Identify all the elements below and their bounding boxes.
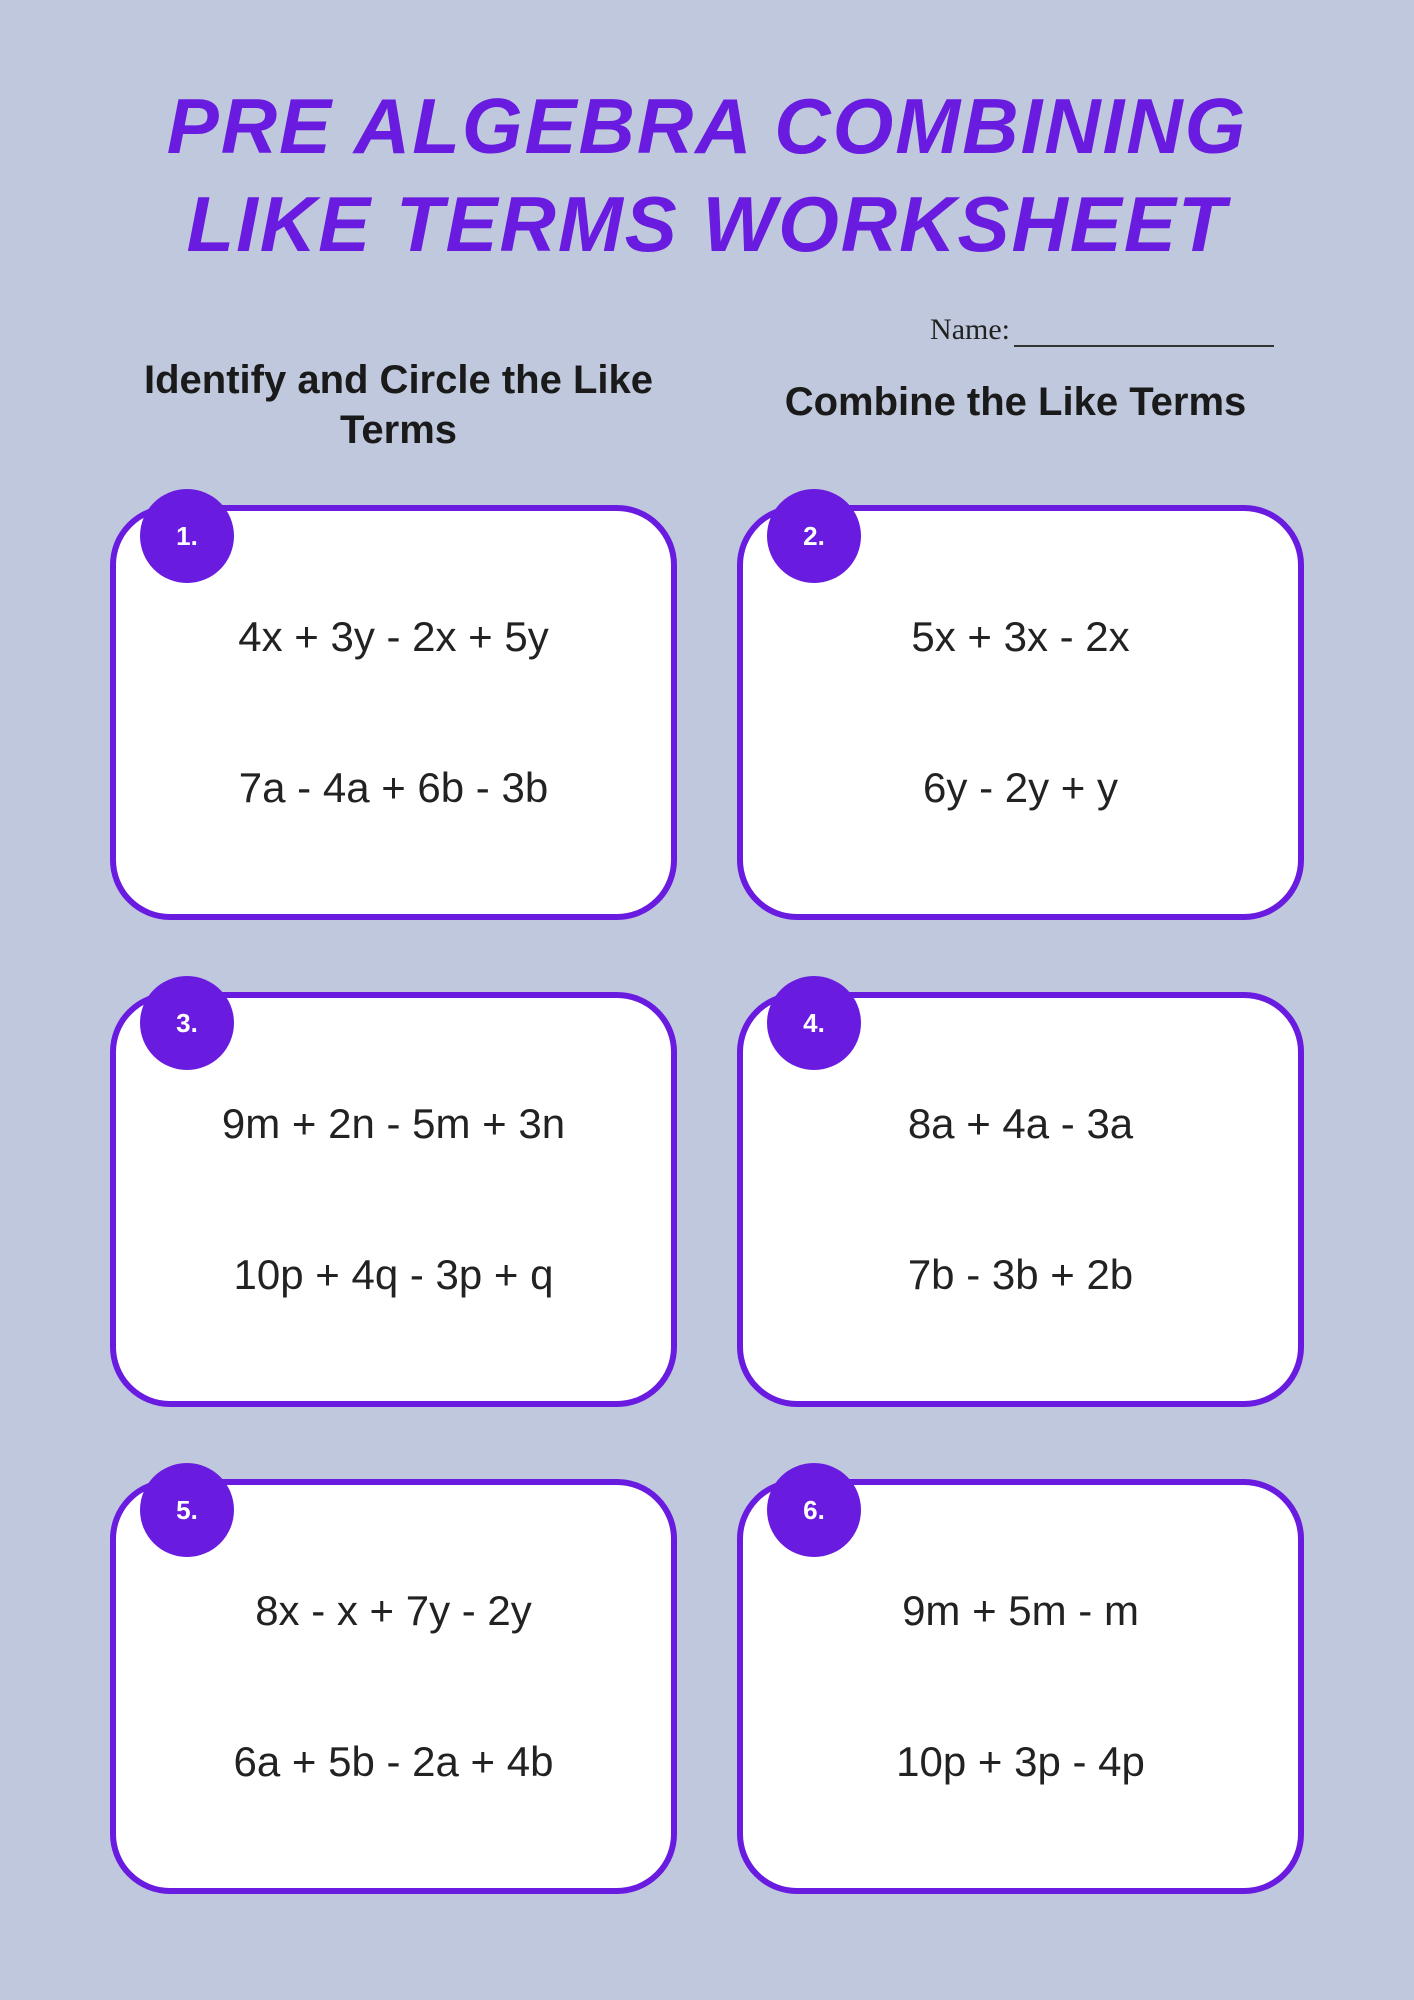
expression: 10p + 4q - 3p + q (234, 1251, 554, 1299)
page-title: PRE ALGEBRA COMBINING LIKE TERMS WORKSHE… (80, 78, 1334, 273)
worksheet-page: PRE ALGEBRA COMBINING LIKE TERMS WORKSHE… (0, 0, 1414, 1974)
card-number-badge: 3. (140, 976, 234, 1070)
card-1: 1. 4x + 3y - 2x + 5y 7a - 4a + 6b - 3b (110, 505, 677, 920)
card-6: 6. 9m + 5m - m 10p + 3p - 4p (737, 1479, 1304, 1894)
expression: 6y - 2y + y (923, 764, 1118, 812)
expression: 10p + 3p - 4p (896, 1738, 1145, 1786)
card-number-badge: 6. (767, 1463, 861, 1557)
expression: 5x + 3x - 2x (911, 613, 1129, 661)
expression: 6a + 5b - 2a + 4b (234, 1738, 554, 1786)
name-blank[interactable] (1014, 320, 1274, 347)
expression: 9m + 5m - m (902, 1587, 1139, 1635)
card-2: 2. 5x + 3x - 2x 6y - 2y + y (737, 505, 1304, 920)
card-number-badge: 4. (767, 976, 861, 1070)
subtitles-row: Identify and Circle the Like Terms Combi… (120, 355, 1294, 455)
name-label: Name: (930, 313, 1010, 346)
expression: 4x + 3y - 2x + 5y (238, 613, 549, 661)
subtitle-left: Identify and Circle the Like Terms (120, 355, 677, 455)
card-number-badge: 5. (140, 1463, 234, 1557)
cards-grid: 1. 4x + 3y - 2x + 5y 7a - 4a + 6b - 3b 2… (110, 505, 1304, 1894)
subtitle-right: Combine the Like Terms (737, 355, 1294, 455)
expression: 7b - 3b + 2b (908, 1251, 1133, 1299)
expression: 8x - x + 7y - 2y (255, 1587, 532, 1635)
expression: 7a - 4a + 6b - 3b (239, 764, 548, 812)
card-3: 3. 9m + 2n - 5m + 3n 10p + 4q - 3p + q (110, 992, 677, 1407)
expression: 9m + 2n - 5m + 3n (222, 1100, 565, 1148)
name-field[interactable]: Name: (80, 313, 1334, 347)
card-number-badge: 2. (767, 489, 861, 583)
card-4: 4. 8a + 4a - 3a 7b - 3b + 2b (737, 992, 1304, 1407)
card-number-badge: 1. (140, 489, 234, 583)
expression: 8a + 4a - 3a (908, 1100, 1133, 1148)
card-5: 5. 8x - x + 7y - 2y 6a + 5b - 2a + 4b (110, 1479, 677, 1894)
